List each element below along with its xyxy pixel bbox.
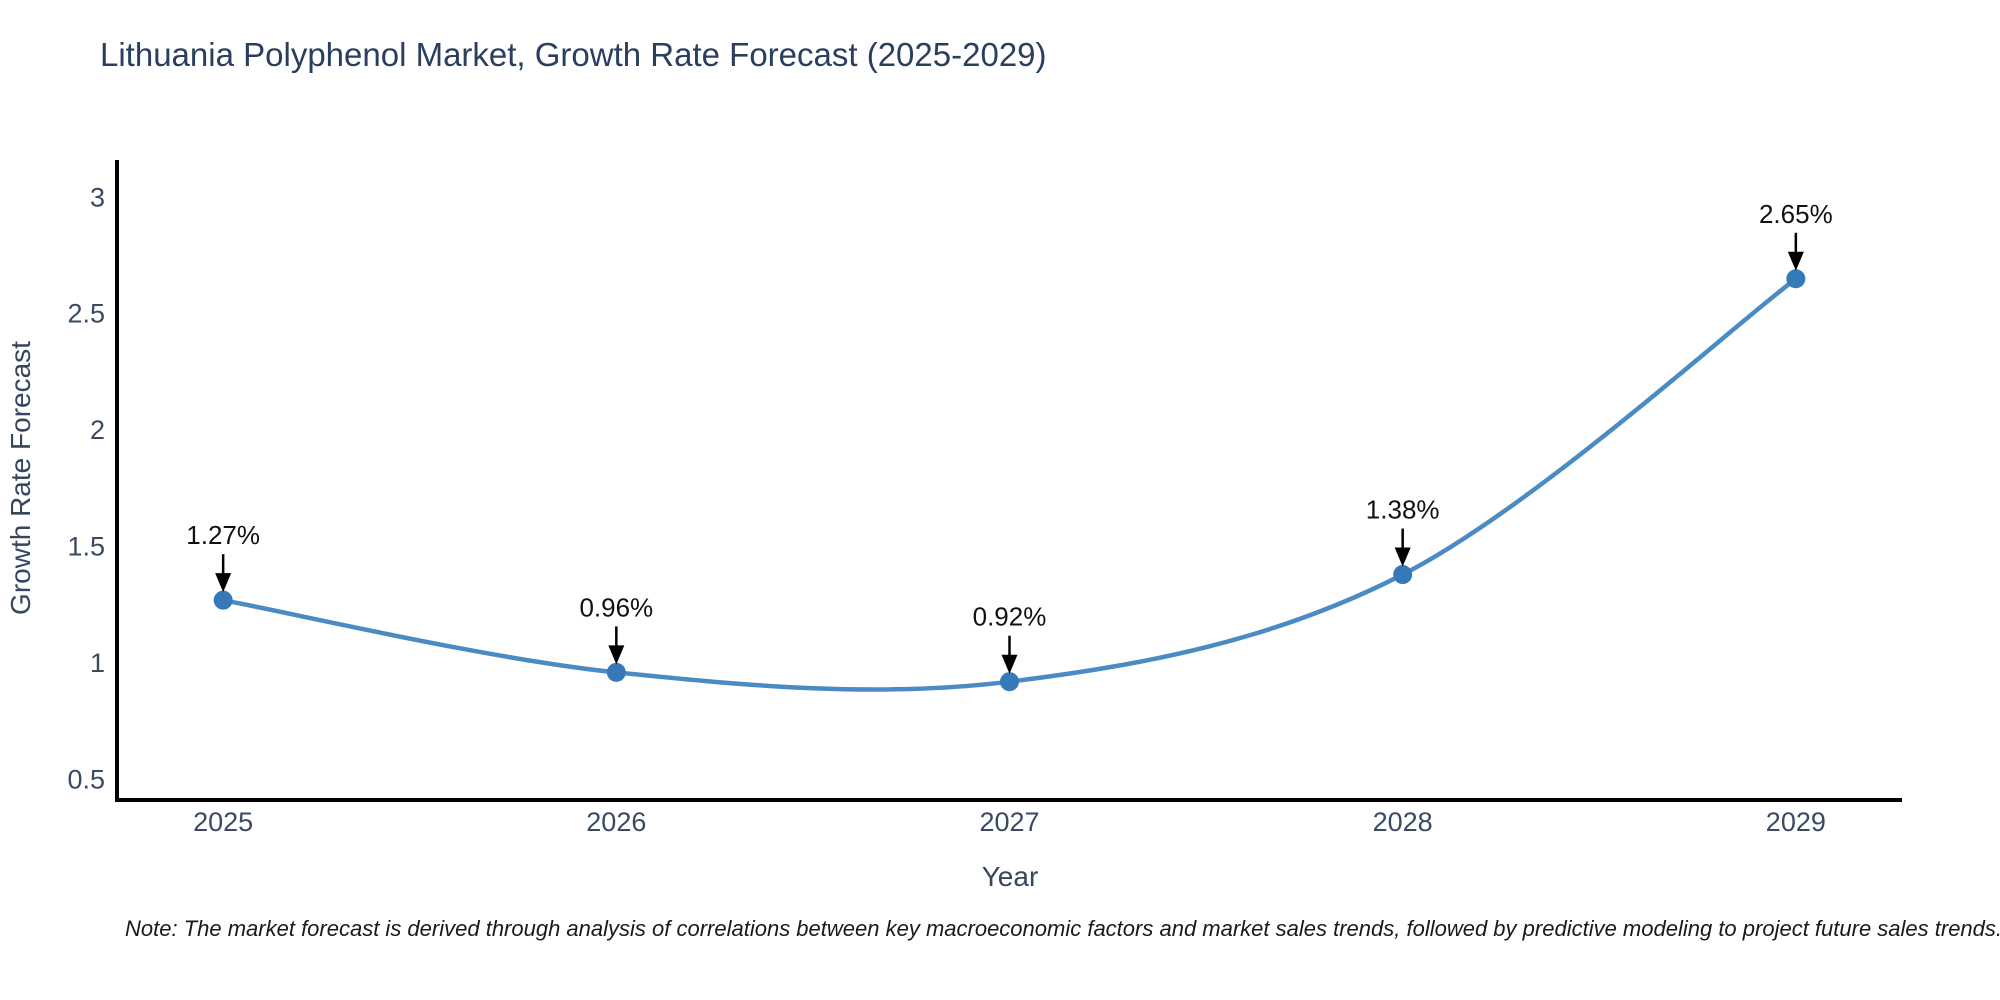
y-tick-label: 2 <box>90 415 105 445</box>
y-tick-label: 1.5 <box>67 532 105 562</box>
x-tick-label: 2025 <box>193 807 253 837</box>
x-tick-label: 2027 <box>979 807 1039 837</box>
x-axis-title: Year <box>982 861 1039 892</box>
forecast-line <box>220 276 1799 692</box>
data-label-2027: 0.92% <box>973 602 1047 632</box>
footnote-bar: Note: The market forecast is derived thr… <box>0 916 2000 942</box>
y-tick-label: 1 <box>90 648 105 678</box>
data-label-2029: 2.65% <box>1759 199 1833 229</box>
footnote-text: Note: The market forecast is derived thr… <box>125 916 2000 941</box>
data-point-2029 <box>1786 269 1806 289</box>
y-axis-title: Growth Rate Forecast <box>5 341 36 615</box>
y-tick-label: 2.5 <box>67 299 105 329</box>
data-point-2027 <box>1000 672 1019 692</box>
annotation-arrow-head <box>215 573 232 593</box>
y-tick-label: 0.5 <box>67 765 105 795</box>
x-tick-label: 2026 <box>586 807 646 837</box>
plot-area: 0.5 1 1.5 2 2.5 3 2025 2026 2027 2028 2029 1.27% 0.9… <box>67 160 1902 837</box>
annotation-arrow-head <box>1787 251 1804 271</box>
x-tick-label: 2029 <box>1766 807 1826 837</box>
chart-title: Lithuania Polyphenol Market, Growth Rate… <box>100 36 1047 73</box>
y-tick-label: 3 <box>90 182 105 212</box>
x-tick-label: 2028 <box>1373 807 1433 837</box>
data-label-2026: 0.96% <box>579 592 653 622</box>
data-label-2025: 1.27% <box>186 520 260 550</box>
annotation-arrow-head <box>1001 654 1018 674</box>
data-point-2025 <box>213 590 233 610</box>
data-point-2026 <box>606 662 626 682</box>
annotation-arrow-head <box>608 645 625 665</box>
data-point-2028 <box>1393 565 1413 585</box>
annotation-arrow-head <box>1394 547 1411 567</box>
data-label-2028: 1.38% <box>1366 495 1440 525</box>
